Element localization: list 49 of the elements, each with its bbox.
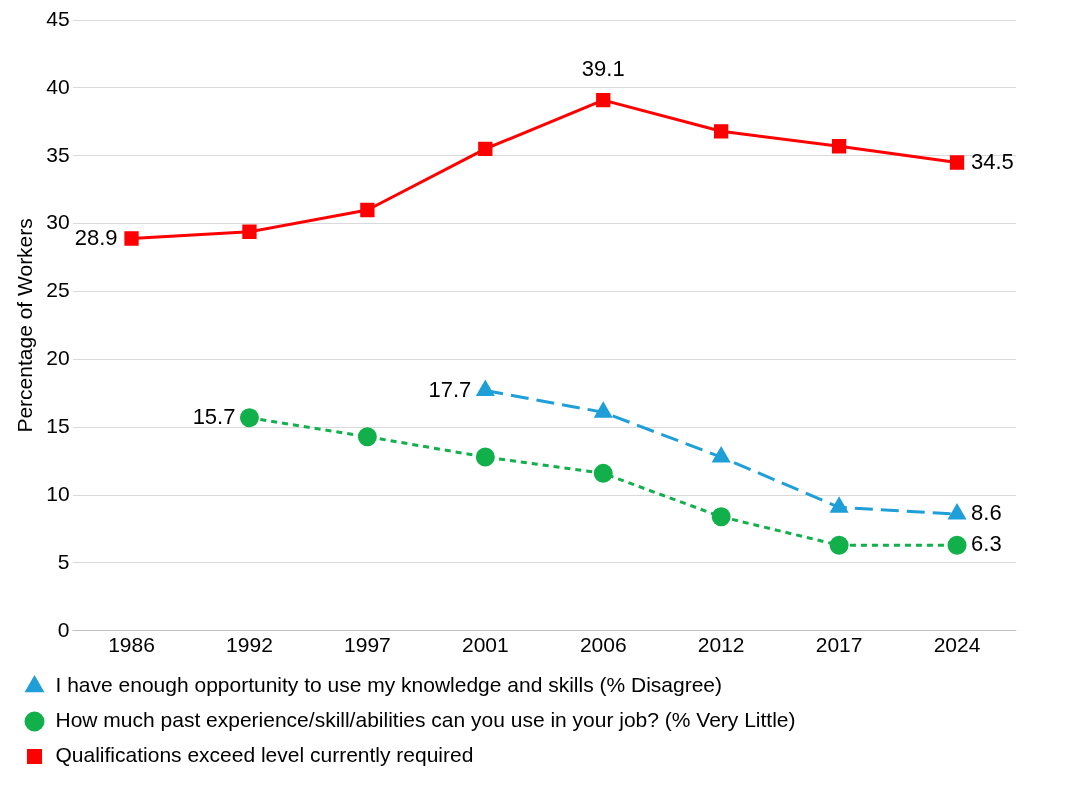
point xyxy=(360,202,375,218)
data-label: 28.9 xyxy=(74,224,118,250)
point xyxy=(596,92,611,108)
x-tick-label: 1986 xyxy=(108,633,155,657)
x-tick-label: 1997 xyxy=(344,633,391,657)
y-tick-label: 15 xyxy=(46,414,70,437)
y-tick-label: 40 xyxy=(46,74,70,98)
point xyxy=(712,447,730,463)
y-axis-title: Percentage of Workers xyxy=(13,218,37,433)
point xyxy=(594,402,612,418)
data-label: 17.7 xyxy=(428,376,472,402)
y-tick-label: 35 xyxy=(46,142,70,166)
point xyxy=(357,427,377,447)
point xyxy=(124,231,139,246)
data-label: 15.7 xyxy=(192,403,236,429)
point xyxy=(242,224,257,239)
point xyxy=(947,535,967,555)
legend-label: I have enough opportunity to use my knowledge and skills (% Disagree) xyxy=(55,673,723,697)
data-label: 6.3 xyxy=(971,531,1002,557)
y-tick-label: 0 xyxy=(57,617,70,641)
legend-label: How much past experience/skill/abilities can you use in your job? (% Very Little) xyxy=(55,708,796,732)
data-label: 8.6 xyxy=(971,500,1002,526)
point xyxy=(830,497,848,513)
point xyxy=(593,463,613,483)
point xyxy=(831,139,847,154)
x-tick-label: 1992 xyxy=(226,633,273,657)
point xyxy=(478,141,493,157)
y-tick-label: 10 xyxy=(46,481,70,505)
point xyxy=(829,535,849,555)
point xyxy=(239,408,259,428)
x-tick-label: 2024 xyxy=(933,633,981,657)
point xyxy=(711,507,731,527)
legend-label: Qualifications exceed level currently required xyxy=(55,743,474,767)
point xyxy=(948,504,966,520)
y-tick-label: 25 xyxy=(46,278,70,302)
x-tick-label: 2001 xyxy=(461,633,509,657)
point xyxy=(949,155,965,170)
data-label: 39.1 xyxy=(581,56,625,82)
y-tick-label: 45 xyxy=(46,6,70,30)
x-tick-label: 2006 xyxy=(579,633,627,657)
x-tick-label: 2012 xyxy=(697,633,745,657)
x-tick-label: 2017 xyxy=(815,633,863,657)
y-tick-label: 5 xyxy=(57,549,70,573)
point xyxy=(476,381,494,397)
y-tick-label: 30 xyxy=(46,210,70,234)
data-label: 34.5 xyxy=(971,148,1014,174)
point xyxy=(714,124,729,139)
y-tick-label: 20 xyxy=(46,346,70,370)
point xyxy=(475,447,495,467)
